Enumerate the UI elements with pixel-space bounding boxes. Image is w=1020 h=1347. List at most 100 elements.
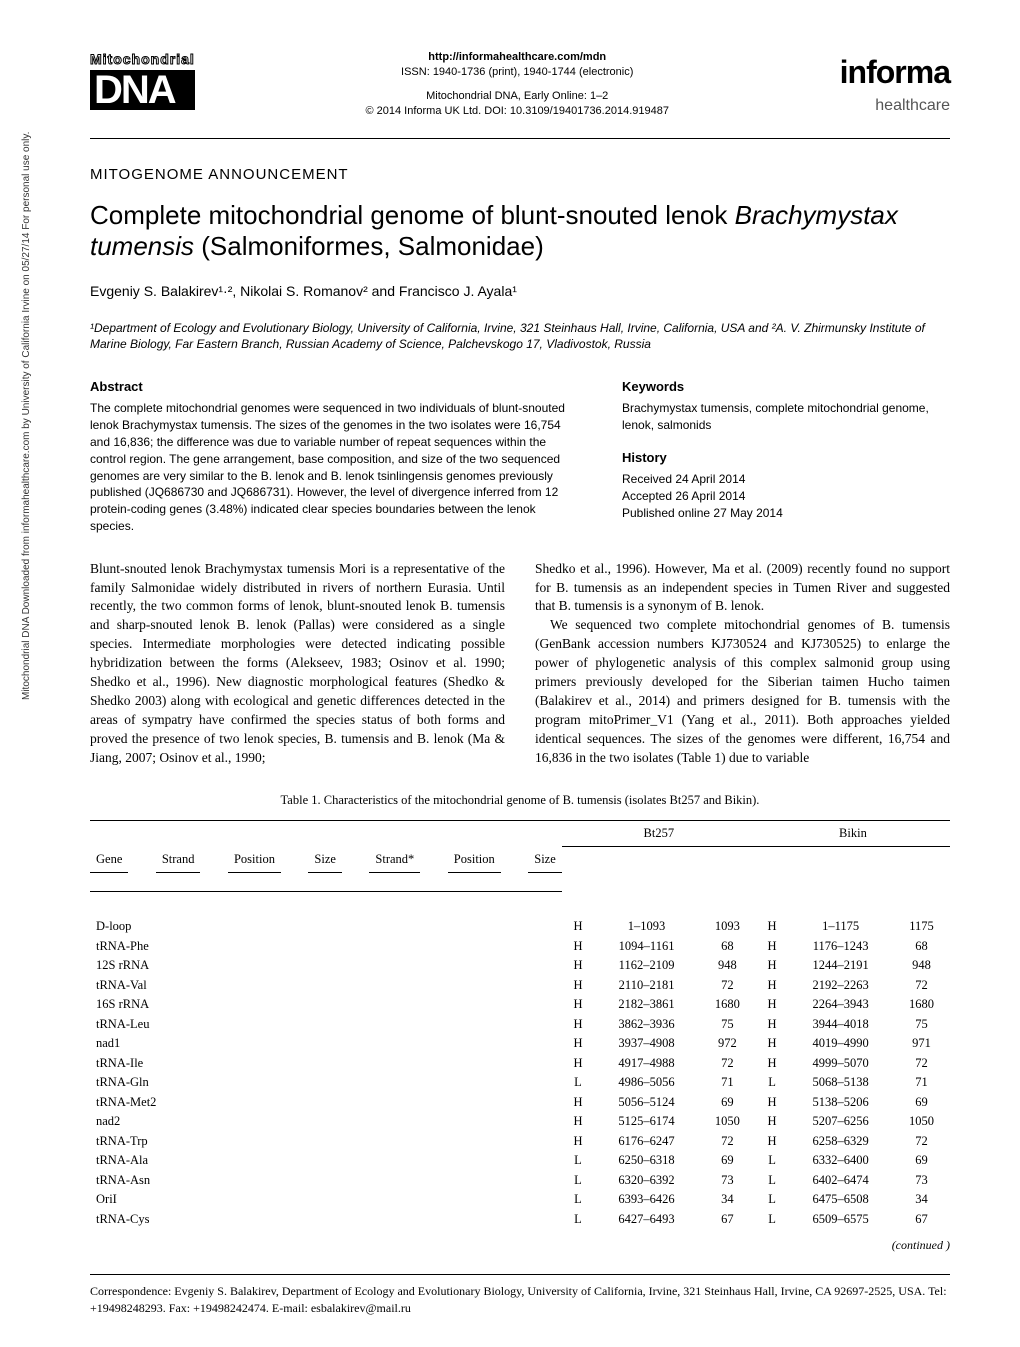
table-cell: H	[756, 1015, 788, 1035]
history-received: Received 24 April 2014	[622, 471, 950, 488]
table-cell: H	[562, 976, 594, 996]
table-row: nad1H3937–4908972H4019–4990971	[90, 1034, 950, 1054]
title-suffix: (Salmoniformes, Salmonidae)	[194, 231, 544, 261]
publisher-name: informa	[840, 50, 950, 95]
table-cell: 72	[699, 1054, 756, 1074]
table-cell: 5138–5206	[788, 1093, 893, 1113]
table-cell: tRNA-Phe	[90, 937, 562, 957]
table-cell: H	[562, 1093, 594, 1113]
table-cell: H	[756, 1034, 788, 1054]
table-cell: 71	[699, 1073, 756, 1093]
table-cell: H	[562, 1054, 594, 1074]
table-cell: L	[562, 1171, 594, 1191]
page-header: Mitochondrial DNA http://informahealthca…	[90, 50, 950, 139]
table-cell: 3937–4908	[594, 1034, 699, 1054]
table-header-cell: Size	[528, 847, 562, 874]
table-cell: tRNA-Met2	[90, 1093, 562, 1113]
table-cell: 1–1175	[788, 917, 893, 937]
table-cell: 16S rRNA	[90, 995, 562, 1015]
table-row: tRNA-ValH2110–218172H2192–226372	[90, 976, 950, 996]
publisher-sub: healthcare	[840, 95, 950, 117]
table-cell: 71	[893, 1073, 950, 1093]
table-cell: 5056–5124	[594, 1093, 699, 1113]
table-cell: 6320–6392	[594, 1171, 699, 1191]
table-cell: L	[562, 1210, 594, 1230]
table-cell: tRNA-Asn	[90, 1171, 562, 1191]
journal-logo: Mitochondrial DNA	[90, 50, 195, 110]
abstract-text: The complete mitochondrial genomes were …	[90, 400, 582, 534]
table-cell: 2110–2181	[594, 976, 699, 996]
table-cell: 68	[699, 937, 756, 957]
table-row: tRNA-CysL6427–649367L6509–657567	[90, 1210, 950, 1230]
title-prefix: Complete mitochondrial genome of blunt-s…	[90, 200, 735, 230]
table-cell: L	[756, 1151, 788, 1171]
table-cell: 67	[893, 1210, 950, 1230]
table-cell: 67	[699, 1210, 756, 1230]
table-cell: tRNA-Ile	[90, 1054, 562, 1074]
table-cell: H	[756, 1112, 788, 1132]
body-para-1: Blunt-snouted lenok Brachymystax tumensi…	[90, 560, 505, 768]
table-row: tRNA-PheH1094–116168H1176–124368	[90, 937, 950, 957]
table-cell: OriI	[90, 1190, 562, 1210]
table-cell: 948	[893, 956, 950, 976]
header-meta: http://informahealthcare.com/mdn ISSN: 1…	[195, 50, 840, 120]
table-cell: L	[562, 1190, 594, 1210]
copyright: © 2014 Informa UK Ltd. DOI: 10.3109/1940…	[215, 104, 820, 119]
table-cell: 6402–6474	[788, 1171, 893, 1191]
table-cell: 6427–6493	[594, 1210, 699, 1230]
table-cell: L	[756, 1171, 788, 1191]
table-continued: (continued )	[90, 1237, 950, 1254]
table-cell: H	[756, 995, 788, 1015]
abstract-keywords-row: Abstract The complete mitochondrial geno…	[90, 378, 950, 535]
table-cell: tRNA-Gln	[90, 1073, 562, 1093]
table-cell: nad1	[90, 1034, 562, 1054]
table-cell: 6332–6400	[788, 1151, 893, 1171]
table-cell: 6176–6247	[594, 1132, 699, 1152]
table-cell: 1094–1161	[594, 937, 699, 957]
table-cell: 75	[893, 1015, 950, 1035]
table-cell: 73	[699, 1171, 756, 1191]
table-cell: 34	[699, 1190, 756, 1210]
table-cell: 4917–4988	[594, 1054, 699, 1074]
table-header-cell: Position	[228, 847, 281, 874]
table-cell: 69	[893, 1151, 950, 1171]
keywords-text: Brachymystax tumensis, complete mitochon…	[622, 400, 950, 434]
section-label: MITOGENOME ANNOUNCEMENT	[90, 164, 950, 185]
table-group-1: Bt257	[562, 820, 756, 847]
table-cell: H	[756, 937, 788, 957]
table-cell: 1680	[893, 995, 950, 1015]
table-cell: tRNA-Trp	[90, 1132, 562, 1152]
table-cell: 68	[893, 937, 950, 957]
table-cell: 948	[699, 956, 756, 976]
history-accepted: Accepted 26 April 2014	[622, 488, 950, 505]
table-cell: 1176–1243	[788, 937, 893, 957]
table-cell: L	[562, 1073, 594, 1093]
table-cell: H	[756, 1132, 788, 1152]
publisher-logo: informa healthcare	[840, 50, 950, 117]
table-header-cell: Gene	[90, 847, 128, 874]
body-para-2b: We sequenced two complete mitochondrial …	[535, 616, 950, 767]
table-cell: 1162–2109	[594, 956, 699, 976]
table-row: tRNA-GlnL4986–505671L5068–513871	[90, 1073, 950, 1093]
table-cell: 6258–6329	[788, 1132, 893, 1152]
download-note: Mitochondrial DNA Downloaded from inform…	[20, 132, 34, 700]
table-row: nad2H5125–61741050H5207–62561050	[90, 1112, 950, 1132]
table-row: 16S rRNAH2182–38611680H2264–39431680	[90, 995, 950, 1015]
table-cell: H	[562, 917, 594, 937]
table-group-2: Bikin	[756, 820, 950, 847]
table-cell: H	[562, 995, 594, 1015]
table-cell: tRNA-Leu	[90, 1015, 562, 1035]
table-row: 12S rRNAH1162–2109948H1244–2191948	[90, 956, 950, 976]
table-cell: 72	[699, 976, 756, 996]
table-cell: 72	[893, 1132, 950, 1152]
table-cell: 1050	[893, 1112, 950, 1132]
table-cell: H	[756, 956, 788, 976]
table-cell: 6475–6508	[788, 1190, 893, 1210]
issn: ISSN: 1940-1736 (print), 1940-1744 (elec…	[215, 65, 820, 80]
table-cell: 69	[699, 1093, 756, 1113]
table-group-blank	[90, 820, 562, 847]
table-cell: 4019–4990	[788, 1034, 893, 1054]
body-para-2a: Shedko et al., 1996). However, Ma et al.…	[535, 560, 950, 617]
table-cell: H	[562, 937, 594, 957]
table-cell: 1–1093	[594, 917, 699, 937]
